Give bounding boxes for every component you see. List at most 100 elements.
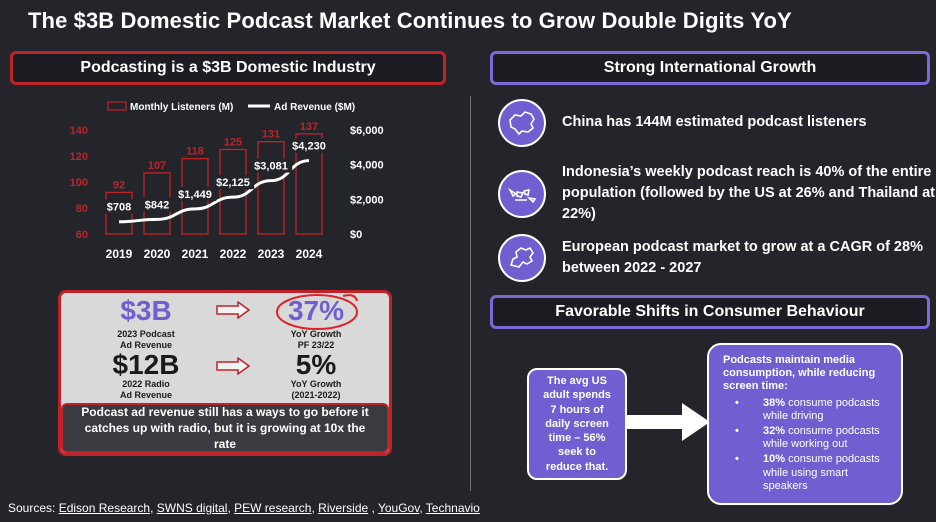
bar [257, 141, 285, 235]
china-map-icon [498, 99, 546, 147]
x-axis-tick-label: 2024 [296, 247, 323, 261]
intl-item-text: China has 144M estimated podcast listene… [562, 114, 867, 131]
source-link[interactable]: SWNS digital [156, 501, 228, 515]
podcast-growth-label-line2: PF 23/22 [297, 339, 335, 350]
left-axis-tick-label: 60 [76, 229, 88, 241]
bar-data-label: 118 [186, 146, 204, 158]
line-data-label: $3,081 [254, 161, 288, 173]
behaviour-section-header: Favorable Shifts in Consumer Behaviour [490, 295, 930, 329]
left-section-header: Podcasting is a $3B Domestic Industry [10, 51, 446, 85]
bar-data-label: 107 [148, 160, 166, 172]
bullet-text: consume podcasts while using smart speak… [763, 453, 880, 492]
podcast-consumption-bubble: Podcasts maintain media consumption, whi… [707, 343, 903, 505]
line-data-label: $842 [145, 199, 169, 211]
right-axis-tick-label: $2,000 [350, 194, 384, 206]
podcast-growth-value: 37% [287, 295, 345, 326]
consumption-list: • 38% consume podcasts while driving • 3… [723, 397, 891, 493]
source-link[interactable]: Edison Research [58, 501, 151, 515]
highlight-circle [276, 294, 358, 330]
line-label-bg [211, 175, 255, 190]
line-data-label: $1,449 [178, 189, 212, 201]
intl-item-europe: European podcast market to grow at a CAG… [498, 234, 936, 282]
bullet-pct: 10% [763, 453, 786, 466]
source-link[interactable]: Riverside [318, 501, 369, 515]
sources-line: Sources: Edison Research, SWNS digital, … [8, 501, 480, 515]
line-label-bg [104, 199, 134, 214]
radio-growth-label-line2: (2021-2022) [291, 389, 341, 400]
line-data-label: $2,125 [216, 177, 250, 189]
bar [295, 133, 323, 235]
vertical-divider [470, 96, 471, 491]
bar [219, 148, 247, 235]
podcast-revenue-label-line1: 2023 Podcast [117, 329, 175, 339]
source-link[interactable]: PEW research [234, 501, 312, 515]
x-axis-tick-label: 2019 [106, 247, 133, 261]
podcast-growth-label-line1: YoY Growth [290, 329, 342, 339]
left-axis-tick-label: 140 [70, 125, 88, 137]
radio-revenue-value: $12B [112, 349, 180, 380]
podcast-consumption-title: Podcasts maintain media consumption, whi… [723, 354, 876, 393]
separator: , [150, 501, 157, 515]
arrow-right-icon [216, 301, 250, 319]
bar-data-label: 137 [300, 121, 318, 133]
screen-time-bubble: The avg US adult spends 7 hours of daily… [527, 368, 627, 480]
separator: , [419, 501, 426, 515]
right-section-header: Strong International Growth [490, 51, 930, 85]
bullet-pct: 32% [763, 424, 786, 437]
radio-revenue-label-line1: 2022 Radio [122, 379, 170, 389]
bar-data-label: 125 [224, 137, 242, 149]
bar-data-label: 131 [262, 129, 280, 141]
europe-map-icon [498, 234, 546, 282]
line-label-bg [249, 158, 293, 173]
radio-growth-value: 5% [295, 349, 337, 380]
stats-note-text: Podcast ad revenue still has a ways to g… [81, 404, 369, 452]
bullet-pct: 38% [763, 396, 786, 409]
right-axis-tick-label: $4,000 [350, 160, 384, 172]
intl-item-text: European podcast market to grow at a CAG… [562, 238, 923, 276]
line-data-label: $4,230 [292, 141, 326, 153]
source-link[interactable]: Technavio [425, 501, 480, 515]
bullet-icon: • [735, 396, 739, 409]
line-label-bg [287, 138, 331, 153]
bullet-text: consume podcasts while driving [763, 396, 880, 422]
indonesia-map-icon [498, 169, 546, 218]
series-line [118, 159, 310, 224]
podcast-growth-label: YoY Growth PF 23/22 [261, 329, 371, 351]
sources-prefix: Sources: [8, 501, 59, 515]
bullet-icon: • [735, 453, 739, 466]
left-axis-tick-label: 80 [76, 203, 88, 215]
podcast-revenue-label-line2: Ad Revenue [119, 339, 172, 350]
x-axis-tick-label: 2023 [258, 247, 285, 261]
radio-growth-label: YoY Growth (2021-2022) [261, 379, 371, 401]
bar-data-label: 92 [113, 179, 125, 191]
x-axis-tick-label: 2021 [182, 247, 209, 261]
source-link[interactable]: YouGov [377, 501, 420, 515]
intl-item-text: Indonesia’s weekly podcast reach is 40% … [562, 164, 935, 223]
line-label-bg [173, 186, 217, 201]
line-label-bg [142, 197, 172, 212]
right-section-header-label: Strong International Growth [603, 59, 817, 76]
x-axis-tick-label: 2020 [144, 247, 171, 261]
radio-growth-label-line1: YoY Growth [290, 379, 342, 389]
legend-label: Ad Revenue ($M) [274, 102, 355, 113]
right-axis-tick-label: $0 [350, 229, 362, 241]
x-axis-tick-label: 2022 [220, 247, 247, 261]
list-item: • 32% consume podcasts while working out [723, 425, 891, 451]
separator: , [227, 501, 235, 515]
intl-item-indonesia: Indonesia’s weekly podcast reach is 40% … [498, 162, 936, 225]
list-item: • 38% consume podcasts while driving [723, 397, 891, 423]
slide-title: The $3B Domestic Podcast Market Continue… [28, 8, 792, 33]
line-data-label: $708 [107, 202, 131, 214]
screen-time-text: The avg US adult spends 7 hours of daily… [543, 374, 611, 473]
podcast-chart: Monthly Listeners (M) Ad Revenue ($M) 60 80… [70, 101, 384, 261]
radio-revenue-label: 2022 Radio Ad Revenue [91, 379, 201, 401]
intl-item-china: China has 144M estimated podcast listene… [498, 99, 867, 147]
legend-swatch-bars [107, 101, 127, 111]
arrow-right-icon [216, 357, 250, 375]
right-axis-tick-label: $6,000 [350, 125, 384, 137]
stats-note: Podcast ad revenue still has a ways to g… [61, 403, 389, 453]
podcast-revenue-value: $3B [120, 295, 172, 326]
separator: , [368, 501, 378, 515]
bullet-text: consume podcasts while working out [763, 424, 880, 451]
left-axis-tick-label: 120 [70, 151, 88, 163]
